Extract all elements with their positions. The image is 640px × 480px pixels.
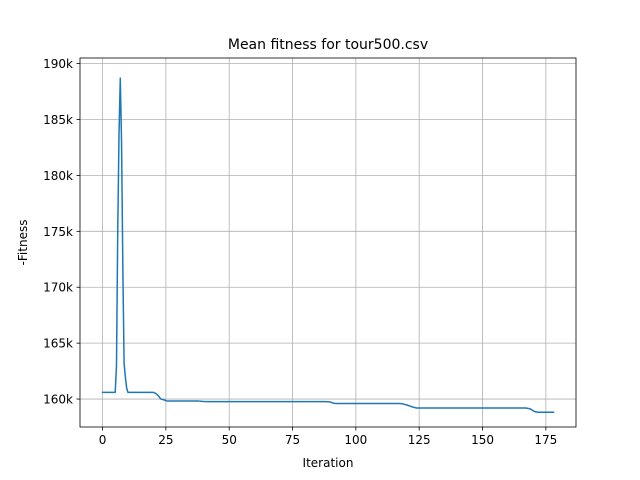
- chart-title: Mean fitness for tour500.csv: [228, 37, 428, 53]
- x-tick-label: 0: [99, 433, 107, 447]
- y-tick-label: 185k: [43, 113, 73, 127]
- y-tick-label: 175k: [43, 225, 73, 239]
- y-axis-label: -Fitness: [16, 220, 30, 266]
- plot-area: [80, 58, 576, 427]
- y-axis: 160k 165k 170k 175k 180k 185k 190k: [43, 57, 80, 407]
- y-tick-label: 165k: [43, 337, 73, 351]
- series-line: [101, 77, 555, 413]
- x-tick-label: 50: [222, 433, 237, 447]
- x-tick-label: 75: [285, 433, 300, 447]
- x-tick-label: 25: [158, 433, 173, 447]
- plot-frame: [79, 57, 577, 428]
- y-tick-label: 160k: [43, 393, 73, 407]
- x-tick-label: 175: [534, 433, 557, 447]
- y-tick-label: 180k: [43, 169, 73, 183]
- x-axis: 0 25 50 75 100 125 150 175: [99, 427, 557, 447]
- y-tick-label: 170k: [43, 281, 73, 295]
- series-layer: [101, 77, 555, 413]
- x-tick-label: 100: [344, 433, 367, 447]
- x-tick-label: 150: [471, 433, 494, 447]
- y-tick-label: 190k: [43, 57, 73, 71]
- x-tick-label: 125: [408, 433, 431, 447]
- x-axis-label: Iteration: [303, 456, 354, 470]
